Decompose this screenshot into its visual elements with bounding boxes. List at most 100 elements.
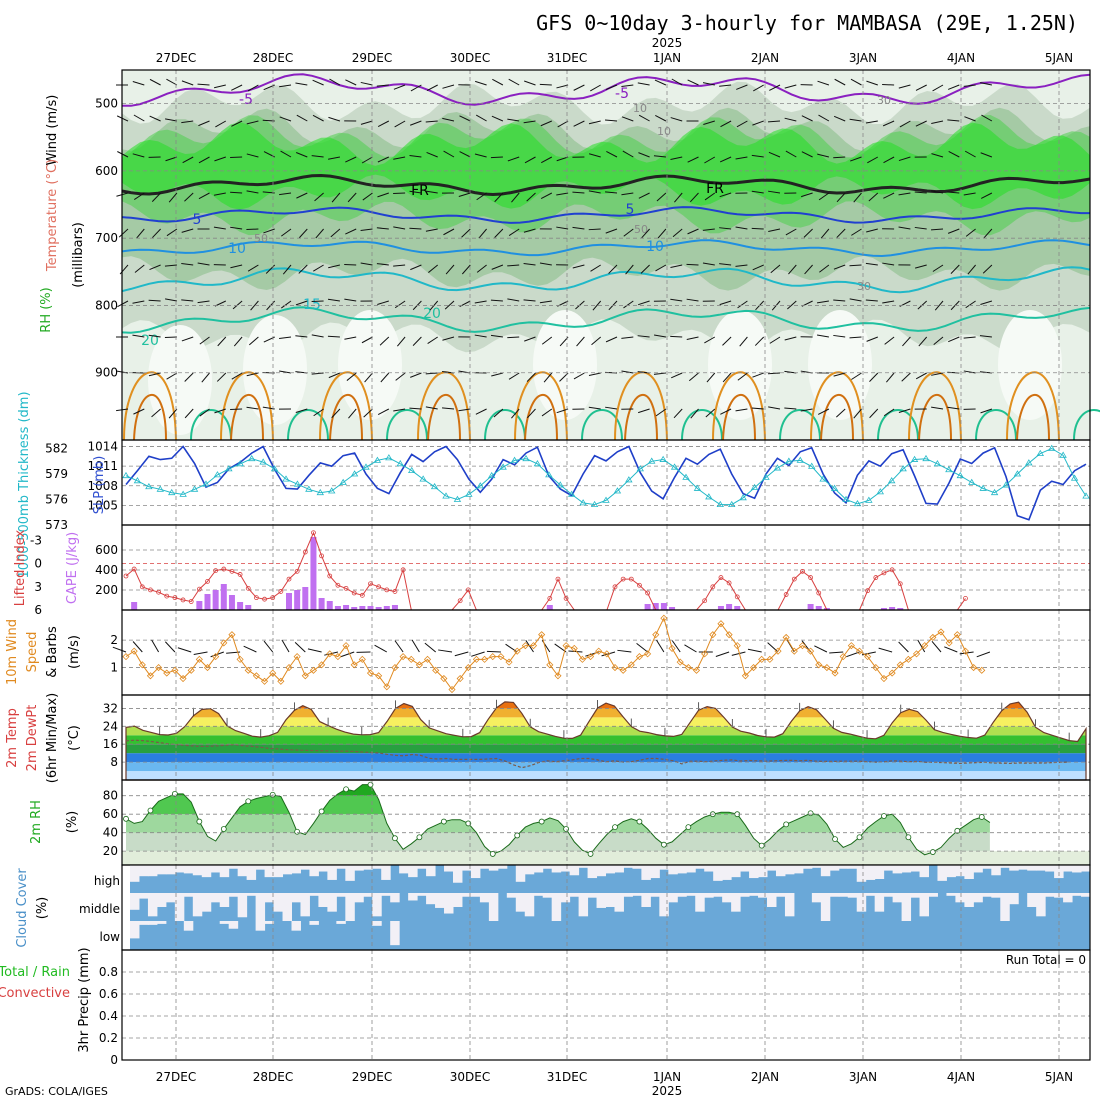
contour-label: 10 [633, 102, 647, 115]
cloud-clear-gap [704, 893, 714, 898]
wind-barb [461, 228, 471, 238]
bl-contour [427, 393, 461, 441]
cloud-clear-gap [156, 893, 167, 907]
cloud-clear-gap [210, 893, 221, 903]
wind-barb [490, 299, 503, 302]
cloud-clear-gap [722, 893, 732, 903]
wind-barb [784, 407, 797, 410]
cloud-clear-gap [991, 893, 1001, 898]
bl-contour [681, 409, 723, 441]
wind-barb [426, 84, 438, 91]
wind-barb [508, 228, 520, 236]
li-marker [457, 598, 463, 604]
thickness-marker [339, 478, 347, 485]
wind-barb [625, 264, 634, 275]
dry-patch [243, 315, 307, 425]
cloud-clear-gap [973, 865, 983, 873]
wind-speed-marker [236, 655, 244, 663]
date-label: 1JAN [653, 51, 681, 65]
thickness-marker [625, 476, 633, 483]
wind-barb [149, 115, 161, 122]
li-marker [343, 585, 349, 591]
cloud-clear-gap [210, 865, 221, 873]
cloud-clear-gap [309, 921, 319, 925]
rh-marker [514, 832, 521, 839]
cloud-clear-gap [758, 893, 768, 898]
wind-barb [788, 264, 797, 275]
cloud-clear-gap [345, 865, 355, 881]
wind-speed-marker [187, 666, 195, 674]
wind-barb [617, 649, 632, 653]
thickness-marker [1070, 474, 1079, 481]
cloud-clear-gap [165, 893, 176, 903]
wind-speed-marker [489, 653, 497, 661]
wind-barb [444, 300, 455, 310]
wind-barb [754, 336, 765, 346]
cape-bar [897, 608, 904, 610]
cloud-clear-gap [524, 893, 535, 917]
date-label: 28DEC [253, 51, 293, 65]
y-tick-label: 0.8 [99, 965, 118, 979]
wind-barb [425, 120, 438, 123]
wind-speed-marker [423, 655, 432, 663]
wind-barb [687, 228, 699, 235]
cape-bar [212, 590, 219, 610]
li-line [125, 531, 966, 611]
cloud-clear-gap [138, 865, 149, 877]
rh-marker [856, 834, 863, 841]
wind-barb [340, 651, 355, 658]
thickness-marker [442, 492, 450, 499]
wind-barb [380, 372, 390, 383]
wind-barb [458, 408, 471, 412]
wind-speed-marker [676, 658, 684, 666]
rh2m-axis-label-2: (%) [65, 811, 80, 834]
cloud-clear-gap [856, 893, 867, 912]
wind-barb [511, 192, 520, 203]
wind-barb [199, 336, 210, 345]
wind-barb [247, 84, 259, 92]
cape-bar [286, 593, 292, 610]
wind-barb [556, 156, 569, 162]
wind-barb [638, 152, 650, 158]
rh-floor [122, 851, 1090, 865]
li-marker [881, 570, 887, 576]
wind-barb [849, 336, 862, 339]
cloud-clear-gap [614, 893, 624, 912]
y-tick-label: 573 [45, 518, 68, 532]
wind-barb [134, 264, 145, 273]
wind-barb [438, 649, 453, 653]
cloud-clear-gap [695, 865, 705, 869]
wind-barb [296, 192, 308, 199]
wind-barb [331, 192, 341, 203]
cloud-clear-gap [219, 921, 230, 924]
wind-barb [377, 120, 390, 128]
wind-barb [703, 120, 715, 126]
wind-barb [670, 117, 683, 122]
wind-barb [182, 156, 194, 164]
cloud-clear-gap [515, 865, 526, 882]
wind-speed-line [125, 616, 982, 691]
cape-bar [375, 607, 382, 610]
wind-barb [132, 300, 145, 304]
cloud-clear-gap [183, 921, 194, 931]
cloud-clear-gap [856, 865, 867, 882]
wind-barb [931, 640, 942, 653]
wind-barb [588, 228, 601, 231]
wind-barb [836, 228, 846, 238]
cloud-clear-gap [533, 893, 544, 896]
cloud-clear-gap [147, 893, 158, 917]
wind-barb [315, 228, 324, 239]
date-label: 4JAN [947, 1070, 975, 1084]
li-marker [808, 575, 813, 580]
wind-speed-marker [644, 650, 652, 658]
pressure-axis-label: (millibars) [71, 222, 86, 288]
li-marker [547, 596, 553, 601]
wind-barb [149, 78, 161, 86]
cloud-clear-gap [183, 865, 194, 874]
cloud-clear-gap [264, 893, 275, 903]
wind-speed-marker [701, 650, 709, 658]
wind-barb [590, 264, 601, 272]
wind-barb [655, 264, 667, 272]
temp-axis-label-3: (6hr Min/Max) [45, 693, 60, 783]
cloud-clear-gap [1018, 865, 1028, 870]
